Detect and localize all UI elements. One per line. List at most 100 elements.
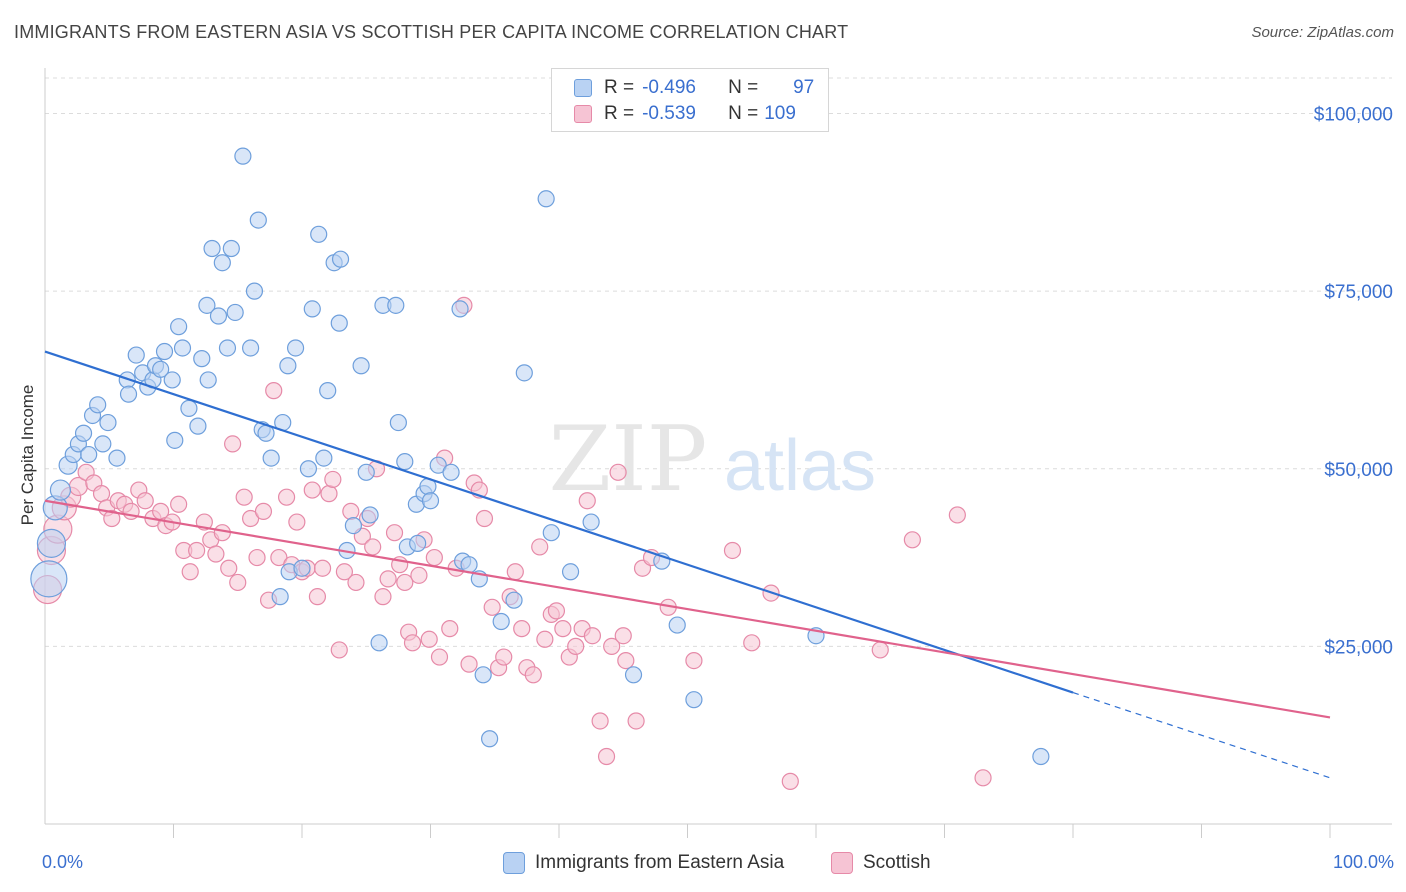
point-eastern-asia [451,300,469,318]
r-value: -0.496 [642,77,696,98]
point-scottish [614,627,632,645]
point-scottish [603,637,621,655]
n-label: N = [728,103,759,124]
y-tick-label: $25,000 [1324,637,1393,658]
point-scottish [324,470,342,489]
point-scottish [723,541,742,560]
point-scottish [213,524,231,542]
legend-swatch-blue [503,852,525,874]
point-scottish [308,588,327,606]
point-eastern-asia [218,339,237,357]
point-scottish [871,641,889,659]
point-eastern-asia [409,534,427,552]
point-scottish [420,630,438,648]
point-scottish [948,506,966,524]
point-eastern-asia [421,492,440,510]
series-scottish-points [32,296,992,790]
point-scottish [248,548,266,567]
point-eastern-asia [685,691,703,709]
point-scottish [903,531,921,549]
point-scottish [547,602,566,620]
point-scottish [136,492,154,510]
point-scottish [254,502,273,520]
series-legend: Immigrants from Eastern Asia Scottish [0,852,1406,876]
point-eastern-asia [36,528,67,558]
point-scottish [396,573,414,592]
point-scottish [506,563,524,581]
point-scottish [583,627,602,645]
point-scottish [536,630,554,648]
point-eastern-asia [193,350,211,368]
point-eastern-asia [331,250,350,268]
legend-item-scottish: Scottish [831,852,931,874]
point-scottish [554,620,572,638]
y-tick-labels: $25,000 $50,000 $75,000 $100,000 [1314,105,1393,659]
point-scottish [303,481,321,499]
point-eastern-asia [155,342,174,361]
trend-line-eastern-asia [44,350,1074,694]
y-tick-label: $50,000 [1324,460,1393,481]
point-eastern-asia [199,371,217,389]
point-scottish [347,573,365,592]
point-eastern-asia [561,563,580,581]
point-eastern-asia [537,190,555,208]
point-eastern-asia [180,399,198,417]
y-tick-label: $100,000 [1314,105,1393,126]
point-eastern-asia [370,634,388,652]
r-value: -0.539 [642,103,696,124]
axes [44,68,1392,838]
point-eastern-asia [249,211,267,229]
legend-swatch-pink [831,852,853,874]
point-eastern-asia [357,463,375,481]
watermark-atlas: atlas [724,426,876,506]
point-scottish [591,712,609,730]
point-scottish [974,769,992,787]
point-scottish [330,641,348,659]
point-eastern-asia [542,524,560,542]
point-eastern-asia [242,339,260,357]
point-eastern-asia [1032,747,1050,766]
point-eastern-asia [668,616,686,634]
point-eastern-asia [515,364,533,382]
n-value: 109 [764,103,796,124]
point-scottish [207,545,225,563]
point-scottish [277,488,296,506]
point-eastern-asia [173,339,192,357]
legend-label: Scottish [863,852,931,873]
point-eastern-asia [30,560,68,598]
point-eastern-asia [492,612,510,631]
stats-row-scottish: R = -0.539 N = 109 [574,101,804,127]
point-eastern-asia [213,254,231,272]
y-axis-label: Per Capita Income [18,384,37,526]
legend-label: Immigrants from Eastern Asia [535,852,785,873]
stats-legend: R = -0.496 N = 97 R = -0.539 N = 109 [551,68,829,132]
point-scottish [425,548,443,567]
point-scottish [92,485,111,503]
point-scottish [627,712,645,730]
point-scottish [235,488,253,506]
point-scottish [242,509,260,528]
trend-lines [44,350,1331,779]
point-eastern-asia [198,296,216,314]
point-scottish [379,570,397,588]
point-scottish [342,502,360,520]
point-eastern-asia [352,357,370,375]
point-eastern-asia [582,513,600,531]
point-eastern-asia [209,307,228,325]
point-eastern-asia [481,730,499,748]
point-scottish [103,509,121,528]
chart-title: IMMIGRANTS FROM EASTERN ASIA VS SCOTTISH… [14,22,849,42]
point-scottish [220,559,238,577]
y-tick-label: $75,000 [1324,282,1393,303]
point-eastern-asia [203,239,221,258]
point-scottish [188,541,206,560]
point-eastern-asia [387,296,405,314]
point-eastern-asia [189,417,207,435]
point-scottish [410,566,428,584]
n-value: 97 [793,77,815,98]
point-scottish [685,651,703,670]
point-scottish [483,598,501,616]
legend-swatch-blue [574,79,592,97]
point-scottish [270,548,288,567]
